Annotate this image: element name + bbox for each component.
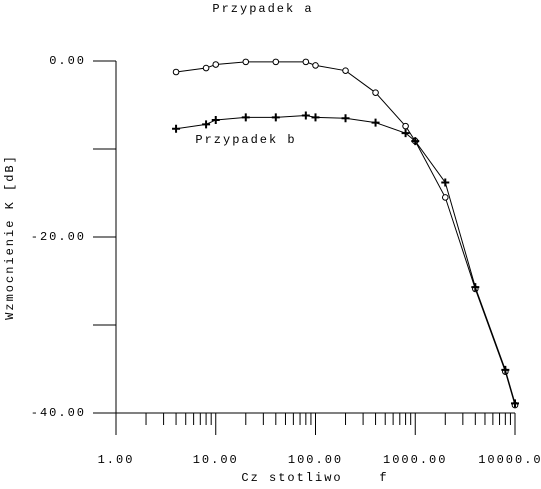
marker [511, 399, 519, 408]
marker [311, 113, 320, 122]
marker [242, 58, 250, 66]
marker [501, 365, 510, 374]
marker [341, 114, 350, 123]
marker [401, 129, 410, 138]
marker [441, 194, 449, 201]
marker [212, 61, 220, 68]
marker [241, 113, 250, 122]
marker [371, 118, 380, 127]
x-tick-label: 10.00 [193, 453, 239, 467]
annotation: Przypadek b [195, 133, 296, 147]
x-tick-label: 100.00 [288, 453, 343, 467]
marker [471, 283, 480, 292]
marker [402, 122, 409, 130]
y-tick-label: 0.00 [49, 54, 86, 68]
x-tick-label: 10000.00 [478, 453, 541, 467]
marker [172, 68, 180, 76]
annotation: Przypadek a [212, 2, 313, 16]
marker [272, 58, 280, 66]
series-line [175, 61, 516, 406]
marker [271, 113, 280, 122]
x-tick-label: 1000.00 [383, 453, 447, 467]
y-tick-label: -20.00 [31, 230, 86, 244]
x-tick-label: 1.00 [98, 453, 135, 467]
marker [312, 62, 319, 69]
marker [202, 120, 211, 129]
marker [202, 64, 210, 72]
marker [411, 137, 420, 146]
marker [342, 67, 349, 74]
marker [172, 124, 181, 133]
series-line [175, 115, 516, 404]
marker [211, 115, 220, 124]
marker [301, 111, 310, 120]
marker [372, 89, 379, 96]
x-axis-label: Cz stotliwo f [241, 471, 388, 485]
y-axis-label: Wzmocnienie K [dB] [3, 154, 17, 320]
y-tick-label: -40.00 [31, 406, 86, 420]
marker [441, 178, 450, 187]
marker [302, 58, 310, 66]
